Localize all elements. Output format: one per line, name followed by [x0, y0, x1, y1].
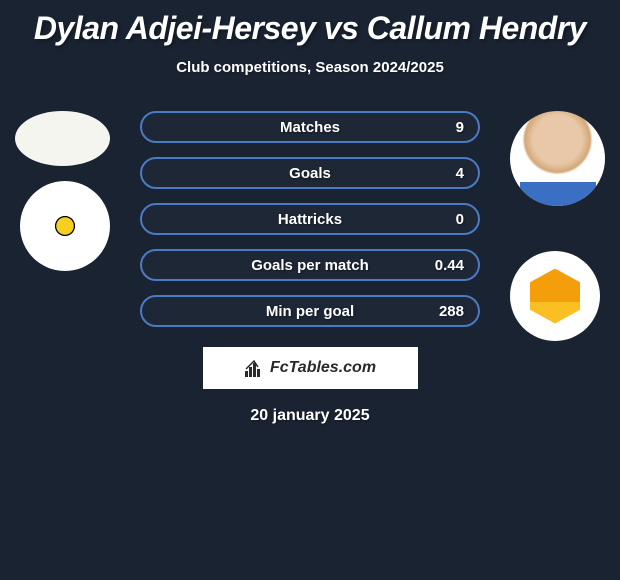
player-photo-right — [510, 111, 605, 206]
stat-label: Min per goal — [266, 303, 354, 320]
subtitle: Club competitions, Season 2024/2025 — [0, 59, 620, 76]
stat-value: 0 — [456, 211, 464, 228]
branding-text: FcTables.com — [270, 359, 376, 377]
stat-label: Goals — [289, 165, 331, 182]
stats-container: Matches 9 Goals 4 Hattricks 0 Goals per … — [140, 111, 480, 327]
stat-label: Goals per match — [251, 257, 369, 274]
stat-label: Matches — [280, 119, 340, 136]
chart-icon — [244, 359, 264, 377]
stat-label: Hattricks — [278, 211, 342, 228]
stat-row: Hattricks 0 — [140, 203, 480, 235]
stat-row: Matches 9 — [140, 111, 480, 143]
club-badge-left — [20, 181, 110, 271]
comparison-content: Matches 9 Goals 4 Hattricks 0 Goals per … — [0, 111, 620, 425]
stat-row: Goals 4 — [140, 157, 480, 189]
date-text: 20 january 2025 — [0, 407, 620, 425]
player-photo-left — [15, 111, 110, 166]
stat-row: Goals per match 0.44 — [140, 249, 480, 281]
stat-value: 288 — [439, 303, 464, 320]
stat-value: 4 — [456, 165, 464, 182]
branding-box: FcTables.com — [203, 347, 418, 389]
club-badge-right — [510, 251, 600, 341]
stat-value: 9 — [456, 119, 464, 136]
stat-value: 0.44 — [435, 257, 464, 274]
stat-row: Min per goal 288 — [140, 295, 480, 327]
page-title: Dylan Adjei-Hersey vs Callum Hendry — [0, 0, 620, 47]
